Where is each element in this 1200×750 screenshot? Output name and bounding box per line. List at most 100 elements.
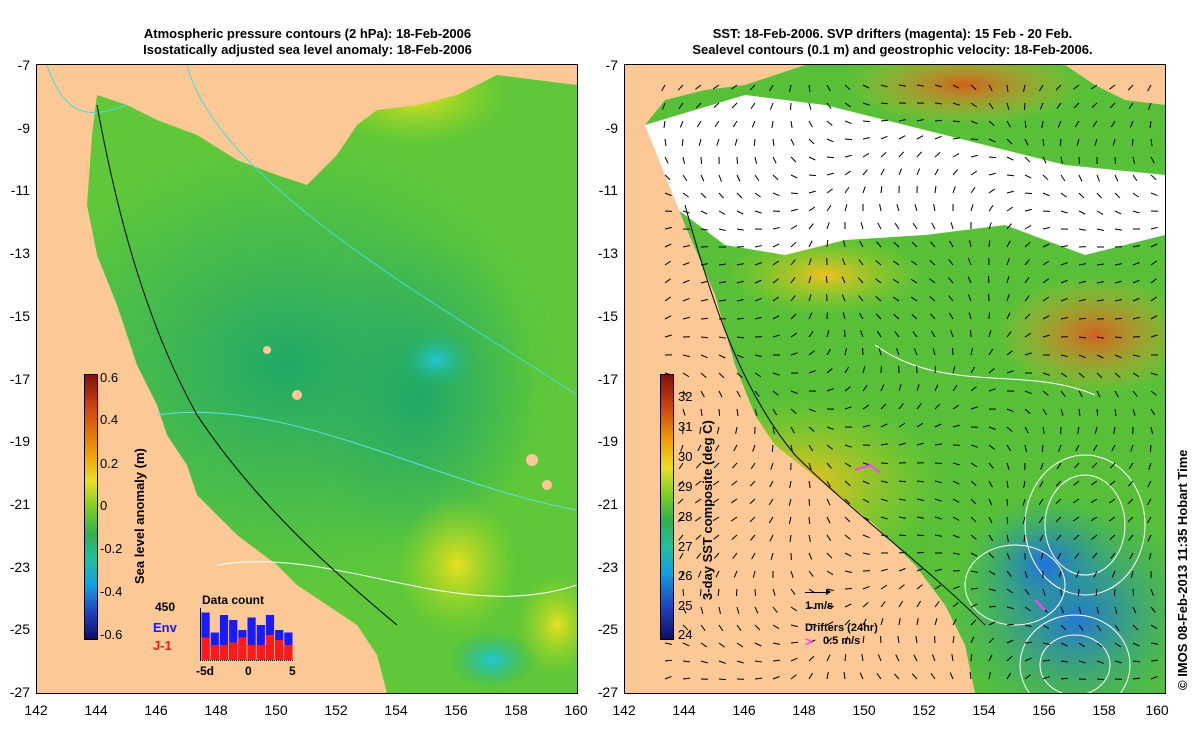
velocity-arrow bbox=[1060, 298, 1068, 302]
velocity-arrow bbox=[678, 102, 684, 110]
velocity-arrow bbox=[898, 498, 906, 501]
velocity-arrow bbox=[1096, 624, 1102, 632]
velocity-arrow bbox=[754, 372, 762, 378]
velocity-arrow bbox=[1128, 102, 1134, 110]
velocity-arrow bbox=[736, 624, 742, 631]
velocity-arrow bbox=[678, 462, 684, 470]
velocity-arrow bbox=[1096, 390, 1101, 398]
velocity-arrow bbox=[877, 654, 882, 662]
velocity-arrow bbox=[808, 156, 816, 161]
velocity-arrow bbox=[1042, 226, 1050, 230]
velocity-arrow bbox=[700, 336, 709, 339]
velocity-arrow bbox=[952, 120, 961, 123]
velocity-arrow bbox=[1078, 606, 1082, 614]
velocity-arrow bbox=[1092, 444, 1098, 452]
velocity-arrow bbox=[808, 138, 815, 145]
velocity-arrow bbox=[826, 637, 833, 644]
velocity-arrow bbox=[970, 138, 979, 141]
right-x-tick: 154 bbox=[972, 702, 996, 718]
left-y-tick: -11 bbox=[10, 182, 30, 198]
velocity-arrow bbox=[988, 205, 994, 212]
velocity-arrow bbox=[1006, 639, 1014, 644]
velocity-arrow bbox=[862, 384, 868, 392]
velocity-arrow bbox=[826, 138, 834, 143]
velocity-arrow bbox=[664, 278, 671, 284]
velocity-arrow bbox=[826, 621, 834, 626]
velocity-arrow bbox=[1113, 426, 1116, 434]
velocity-arrow bbox=[1006, 588, 1014, 594]
velocity-arrow bbox=[1075, 570, 1080, 578]
velocity-arrow bbox=[934, 618, 938, 626]
velocity-arrow bbox=[1096, 174, 1101, 182]
velocity-arrow bbox=[808, 516, 811, 525]
velocity-arrow bbox=[1109, 102, 1116, 109]
velocity-arrow bbox=[826, 552, 833, 559]
velocity-arrow bbox=[952, 153, 960, 158]
velocity-arrow bbox=[875, 313, 882, 320]
velocity-arrow bbox=[661, 84, 666, 92]
data-count-x-tick: 5 bbox=[289, 664, 296, 678]
sea-level-colorbar-tick: -0.6 bbox=[100, 627, 123, 642]
velocity-arrow bbox=[915, 636, 918, 644]
velocity-arrow bbox=[970, 444, 978, 448]
velocity-arrow bbox=[841, 294, 846, 302]
right-y-tick: -11 bbox=[598, 182, 618, 198]
velocity-arrow bbox=[1057, 120, 1062, 128]
velocity-arrow bbox=[934, 423, 942, 428]
velocity-arrow bbox=[1096, 299, 1104, 302]
velocity-arrow bbox=[716, 138, 720, 146]
left-y-tick: -19 bbox=[9, 433, 30, 449]
right-y-tick: -15 bbox=[597, 308, 618, 324]
velocity-arrow bbox=[948, 259, 954, 266]
velocity-arrow bbox=[664, 676, 672, 680]
velocity-arrow bbox=[1148, 102, 1152, 110]
velocity-arrow bbox=[1096, 336, 1104, 339]
velocity-arrow bbox=[934, 119, 943, 122]
velocity-arrow bbox=[1150, 334, 1158, 338]
velocity-arrow bbox=[1042, 243, 1050, 248]
velocity-arrow bbox=[1060, 372, 1068, 378]
velocity-arrow bbox=[1150, 315, 1158, 320]
velocity-arrow bbox=[1042, 588, 1046, 596]
velocity-arrow bbox=[1114, 263, 1122, 266]
sst-colorbar-tick: 29 bbox=[678, 479, 693, 494]
velocity-arrow bbox=[1078, 192, 1085, 199]
velocity-arrow bbox=[934, 384, 939, 392]
velocity-arrow bbox=[664, 174, 671, 181]
velocity-arrow bbox=[842, 240, 846, 248]
velocity-arrow bbox=[1023, 480, 1026, 488]
velocity-arrow bbox=[736, 390, 741, 398]
velocity-arrow bbox=[1109, 462, 1116, 469]
velocity-arrow bbox=[682, 210, 690, 214]
velocity-arrow bbox=[844, 619, 851, 626]
velocity-arrow bbox=[898, 516, 906, 519]
velocity-arrow bbox=[952, 102, 960, 106]
velocity-arrow bbox=[1024, 156, 1031, 163]
velocity-arrow bbox=[988, 672, 991, 680]
velocity-arrow bbox=[844, 552, 852, 557]
velocity-arrow bbox=[952, 636, 955, 644]
velocity-arrow bbox=[892, 260, 900, 266]
velocity-arrow bbox=[1023, 534, 1026, 542]
velocity-arrow bbox=[988, 239, 991, 248]
velocity-arrow bbox=[892, 296, 900, 302]
velocity-arrow bbox=[988, 222, 992, 230]
velocity-arrow bbox=[679, 120, 684, 128]
velocity-arrow bbox=[769, 534, 774, 542]
velocity-arrow bbox=[877, 222, 882, 230]
left-y-tick: -9 bbox=[17, 120, 30, 136]
left-x-tick: 160 bbox=[564, 702, 588, 718]
velocity-arrow bbox=[700, 372, 707, 378]
right-y-tick: -19 bbox=[597, 433, 618, 449]
velocity-arrow bbox=[736, 263, 744, 266]
velocity-arrow bbox=[1150, 642, 1158, 645]
velocity-arrow bbox=[916, 151, 923, 158]
velocity-arrow bbox=[772, 642, 780, 645]
velocity-arrow bbox=[1127, 498, 1134, 505]
sst-map-graphic bbox=[625, 65, 1165, 693]
velocity-arrow bbox=[1024, 241, 1031, 248]
velocity-arrow bbox=[700, 280, 708, 284]
velocity-arrow bbox=[1024, 624, 1032, 628]
velocity-arrow bbox=[826, 368, 833, 374]
left-x-tick: 144 bbox=[84, 702, 108, 718]
